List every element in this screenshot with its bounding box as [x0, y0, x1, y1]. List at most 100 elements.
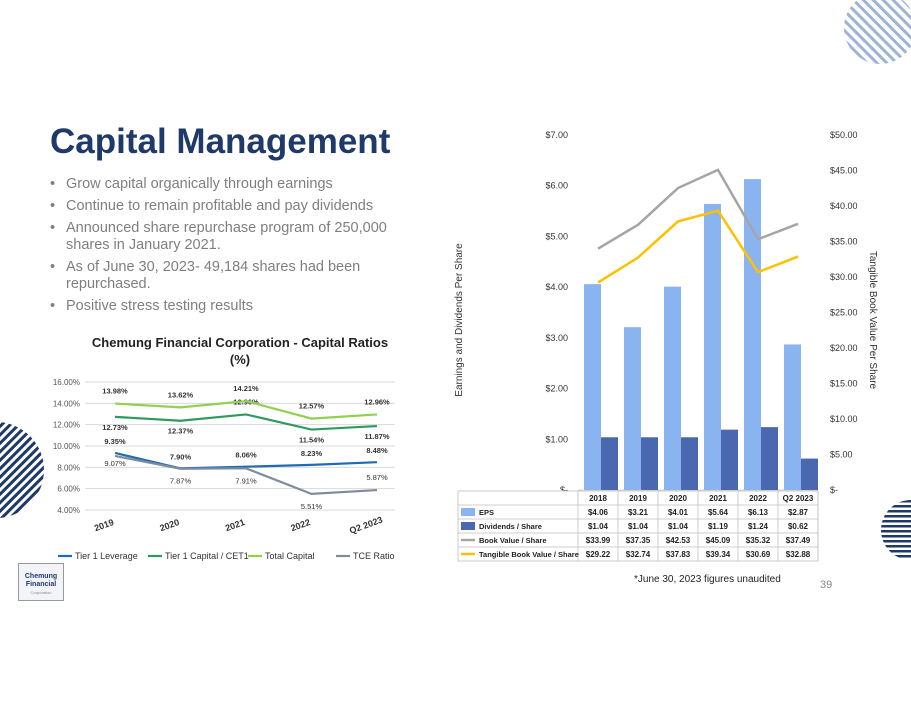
y2-tick-label: $20.00: [830, 343, 858, 353]
table-cell-value: $1.04: [588, 522, 609, 531]
legend-swatch: [461, 522, 475, 530]
data-label: 12.73%: [102, 423, 128, 432]
table-cell-value: $2.87: [788, 508, 809, 517]
x-tick-label: 2022: [749, 494, 767, 503]
page-title: Capital Management: [50, 122, 391, 161]
bar: [624, 327, 641, 490]
table-cell-value: $30.69: [746, 550, 771, 559]
company-logo: Chemung Financial Corporation: [18, 563, 64, 601]
table-cell-value: $1.24: [748, 522, 769, 531]
table-cell-value: $1.04: [668, 522, 689, 531]
y-tick-label: 6.00%: [57, 485, 80, 494]
y-tick-label: $7.00: [545, 130, 568, 140]
bullet-marker: •: [50, 198, 56, 214]
data-label: 7.91%: [235, 476, 257, 485]
x-tick-label: Q2 2023: [348, 515, 384, 536]
data-label: 12.96%: [364, 397, 390, 406]
y-tick-label: 8.00%: [57, 463, 80, 472]
table-cell-value: $4.01: [668, 508, 689, 517]
bullet-text: As of June 30, 2023- 49,184 shares had b…: [66, 259, 361, 292]
y2-tick-label: $35.00: [830, 237, 858, 247]
table-cell-value: $37.83: [666, 550, 691, 559]
legend-label: Dividends / Share: [479, 522, 542, 531]
table-cell-value: $6.13: [748, 508, 769, 517]
y-tick-label: $2.00: [545, 384, 568, 394]
legend-label: Tier 1 Leverage: [75, 551, 138, 561]
y2-tick-label: $50.00: [830, 130, 858, 140]
y-tick-label: $3.00: [545, 333, 568, 343]
table-cell-value: $37.35: [626, 536, 651, 545]
bar: [784, 344, 801, 490]
table-cell-value: $42.53: [666, 536, 691, 545]
table-cell-value: $0.62: [788, 522, 809, 531]
y-axis-title-right: Tangible Book Value Per Share: [867, 251, 878, 390]
x-tick-label: Q2 2023: [783, 494, 814, 503]
y2-tick-label: $30.00: [830, 272, 858, 282]
data-label: 8.06%: [235, 451, 257, 460]
data-label: 9.07%: [104, 459, 126, 468]
table-cell-value: $4.06: [588, 508, 609, 517]
y-axis-title-left: Earnings and Dividends Per Share: [454, 243, 465, 397]
legend-label: Total Capital: [265, 551, 315, 561]
bullet-item: • Grow capital organically through earnin…: [50, 176, 420, 193]
series-line: [114, 454, 378, 496]
bullet-text: Grow capital organically through earning…: [66, 176, 333, 192]
legend-swatch: [461, 508, 475, 516]
bullet-item: • Announced share repurchase program of 2…: [50, 220, 420, 254]
table-cell-value: $45.09: [706, 536, 731, 545]
bar: [721, 429, 738, 490]
data-table-frame: [457, 490, 819, 562]
chart-subtitle: (%): [230, 352, 250, 367]
table-cell-value: $32.88: [786, 550, 811, 559]
bullet-marker: •: [50, 259, 56, 275]
y2-tick-label: $25.00: [830, 308, 858, 318]
data-label: 8.48%: [366, 446, 388, 455]
bar: [681, 437, 698, 490]
decorative-circle-left: [0, 422, 44, 518]
table-cell-value: $5.64: [708, 508, 729, 517]
series-line: [114, 451, 378, 470]
data-label: 14.21%: [233, 384, 259, 393]
series-line: [597, 168, 799, 250]
y2-tick-label: $10.00: [830, 414, 858, 424]
bullet-marker: •: [50, 220, 56, 236]
series-line: [597, 209, 799, 284]
logo-line-2: Financial: [25, 581, 57, 588]
bar: [584, 284, 601, 490]
table-cell-value: $3.21: [628, 508, 649, 517]
y-tick-label: $-: [560, 485, 568, 495]
legend-label: EPS: [479, 508, 494, 517]
data-label: 9.35%: [104, 437, 126, 446]
bullet-item: • As of June 30, 2023- 49,184 shares had …: [50, 259, 420, 293]
bullet-text: Positive stress testing results: [66, 298, 253, 314]
y-tick-label: $6.00: [545, 181, 568, 191]
x-tick-label: 2022: [289, 517, 311, 533]
table-cell-value: $29.22: [586, 550, 611, 559]
table-cell-value: $35.32: [746, 536, 771, 545]
data-label: 13.62%: [168, 390, 194, 399]
bar: [641, 437, 658, 490]
data-label: 12.37%: [168, 427, 194, 436]
data-label: 12.57%: [299, 402, 325, 411]
y2-tick-label: $15.00: [830, 379, 858, 389]
bullet-text: Continue to remain profitable and pay di…: [66, 198, 374, 214]
x-tick-label: 2019: [629, 494, 647, 503]
logo-tagline: Corporation: [30, 590, 52, 595]
bar: [801, 458, 818, 490]
bullet-item: • Positive stress testing results: [50, 298, 420, 315]
y2-tick-label: $5.00: [830, 450, 853, 460]
x-tick-label: 2018: [589, 494, 607, 503]
y-tick-label: $4.00: [545, 282, 568, 292]
y2-tick-label: $40.00: [830, 201, 858, 211]
bar: [664, 286, 681, 490]
x-tick-label: 2020: [158, 517, 180, 533]
y-tick-label: 14.00%: [53, 399, 80, 408]
table-cell-value: $1.19: [708, 522, 729, 531]
data-label: 11.87%: [364, 432, 389, 441]
bullet-list: • Grow capital organically through earnin…: [50, 176, 420, 320]
table-cell-value: $37.49: [786, 536, 811, 545]
series-line: [114, 399, 378, 420]
y-tick-label: 16.00%: [53, 378, 80, 387]
bullet-marker: •: [50, 176, 56, 192]
x-tick-label: 2021: [709, 494, 727, 503]
